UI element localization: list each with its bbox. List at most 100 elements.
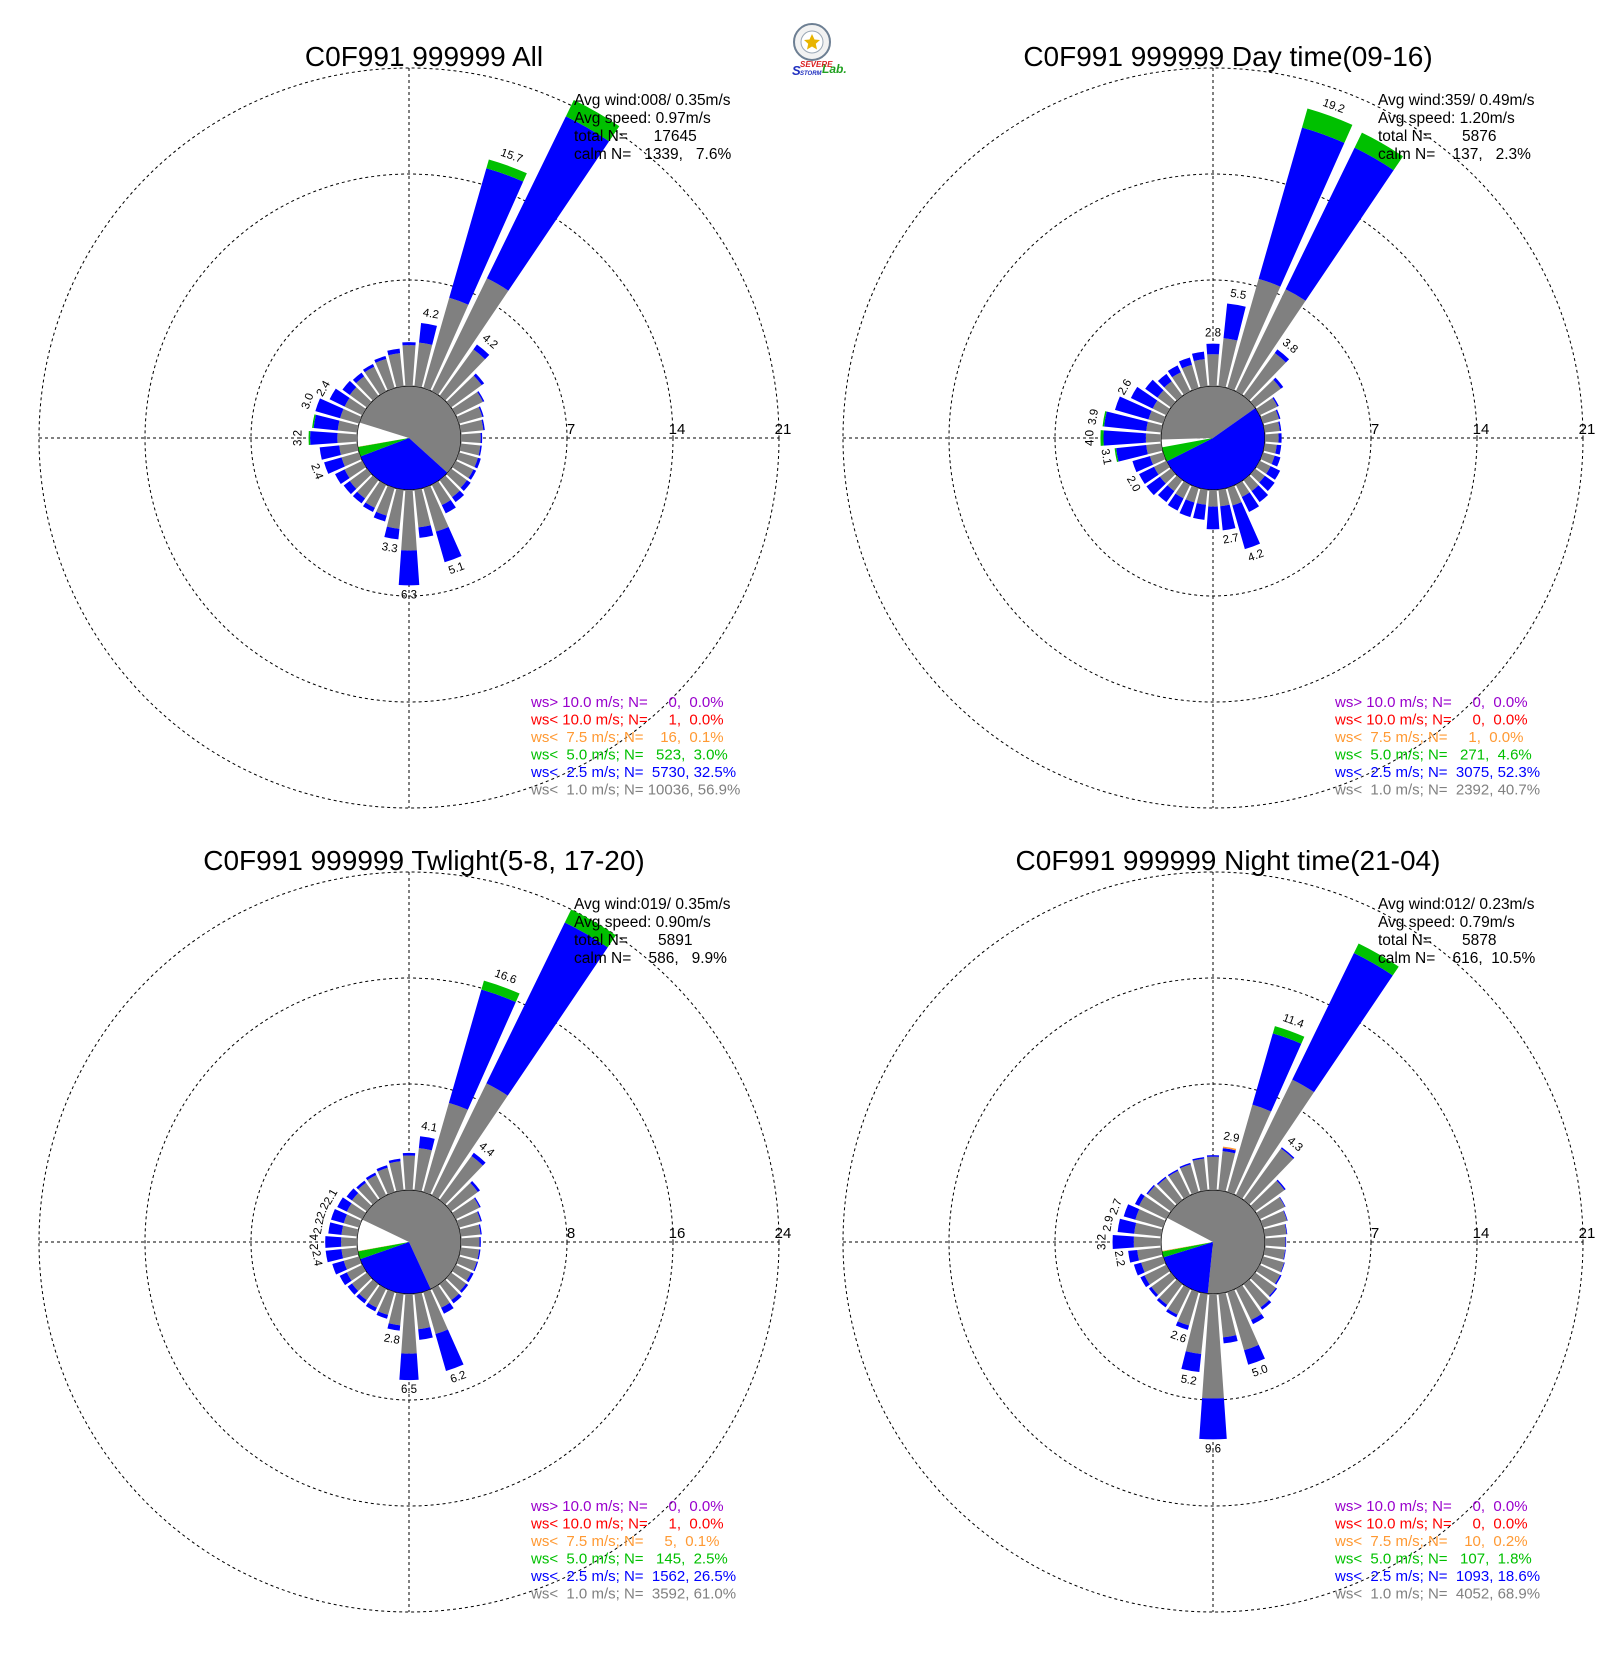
bar-segment-gray bbox=[1139, 1195, 1170, 1220]
bar-segment-blue bbox=[466, 1272, 474, 1283]
bar-segment-gray bbox=[1133, 1236, 1162, 1248]
bar-segment-gray bbox=[1164, 381, 1183, 401]
bar-value-label: 3.3 bbox=[381, 541, 399, 556]
bar-segment-green bbox=[565, 100, 620, 142]
bar-segment-gray bbox=[1256, 1197, 1285, 1220]
bar-segment-gray bbox=[378, 1289, 395, 1315]
ring-tick-label: 21 bbox=[1579, 421, 1596, 438]
legend-entry-gt10: ws> 10.0 m/s; N= 0, 0.0% bbox=[530, 694, 724, 711]
center-pie-slice bbox=[1161, 1242, 1213, 1252]
bar-segment-gray bbox=[1235, 289, 1306, 395]
bar-segment-gray bbox=[1159, 1279, 1183, 1305]
bar-segment-green bbox=[1100, 430, 1104, 446]
bar-value-label: 16.6 bbox=[493, 968, 518, 987]
bar-segment-blue bbox=[479, 1236, 481, 1248]
legend-entry-lt5: ws< 5.0 m/s; N= 523, 3.0% bbox=[530, 747, 728, 764]
bar-segment-blue bbox=[1123, 1204, 1140, 1220]
bar-segment-gray bbox=[401, 489, 417, 551]
bar-value-label: 5.2 bbox=[1180, 1373, 1198, 1388]
center-pie-slice bbox=[1161, 438, 1213, 448]
bar-segment-blue bbox=[441, 1302, 454, 1314]
bar-segment-gray bbox=[423, 485, 449, 532]
bar-segment-gray bbox=[460, 433, 481, 443]
bar-segment-gray bbox=[1235, 1079, 1315, 1199]
info-avg-speed: Avg speed: 0.79m/s bbox=[1378, 914, 1515, 931]
bar-segment-blue bbox=[374, 355, 387, 363]
bar-segment-blue bbox=[365, 1302, 377, 1312]
grid-ring bbox=[948, 977, 1478, 1507]
bar-segment-gray bbox=[341, 1247, 359, 1259]
bar-segment-gray bbox=[1196, 488, 1208, 505]
bar-value-label: 3.8 bbox=[1280, 337, 1300, 356]
bar-segment-gray bbox=[343, 1214, 362, 1228]
bar-segment-blue bbox=[1275, 444, 1282, 455]
grid-ring bbox=[250, 1083, 568, 1401]
logo-s-letter: S bbox=[792, 63, 801, 78]
bar-segment-gray bbox=[376, 485, 395, 516]
grid-ring bbox=[144, 977, 674, 1507]
bar-segment-blue bbox=[1251, 1313, 1265, 1325]
bar-segment-blue bbox=[343, 481, 357, 495]
bar-segment-gray bbox=[1218, 1151, 1236, 1192]
bar-value-label: 3.0 bbox=[300, 392, 317, 411]
bar-segment-gray bbox=[1175, 481, 1191, 499]
bar-value-label: 2.8 bbox=[1205, 328, 1221, 340]
bar-segment-gray bbox=[1146, 443, 1163, 455]
bar-segment-green bbox=[308, 430, 311, 446]
bar-segment-blue bbox=[1271, 455, 1281, 467]
bar-segment-blue bbox=[1283, 1210, 1288, 1221]
bar-segment-gray bbox=[1256, 1264, 1281, 1284]
bar-segment-gray bbox=[414, 342, 433, 388]
ring-tick-label: 16 bbox=[669, 1225, 686, 1242]
bar-segment-gray bbox=[402, 1155, 416, 1191]
bar-segment-gray bbox=[344, 460, 366, 479]
bar-segment-gray bbox=[343, 1256, 362, 1270]
bar-segment-blue bbox=[1156, 1297, 1168, 1308]
bar-segment-gray bbox=[431, 1285, 450, 1308]
ring-tick-label: 7 bbox=[1371, 1225, 1379, 1242]
bar-segment-gray bbox=[1235, 481, 1250, 497]
bar-segment-blue bbox=[419, 323, 437, 345]
bar-segment-green bbox=[486, 159, 527, 182]
bar-segment-blue bbox=[1112, 1234, 1134, 1250]
bar-segment-blue bbox=[328, 1222, 344, 1235]
center-pie-slice bbox=[359, 385, 462, 473]
bar-segment-blue bbox=[1244, 1344, 1265, 1365]
grid-ring bbox=[38, 871, 780, 1613]
bar-segment-gray bbox=[389, 1161, 404, 1192]
bar-value-label: 2.6 bbox=[1169, 1329, 1188, 1346]
bar-value-label: 5.5 bbox=[1229, 288, 1247, 303]
bar-segment-gray bbox=[1148, 410, 1166, 424]
bar-segment-blue bbox=[1280, 1262, 1285, 1273]
bar-segment-gray bbox=[1227, 1289, 1259, 1351]
legend-entry-lt2-5: ws< 2.5 m/s; N= 1562, 26.5% bbox=[530, 1568, 736, 1585]
legend-entry-lt5: ws< 5.0 m/s; N= 145, 2.5% bbox=[530, 1551, 728, 1568]
bar-segment-blue bbox=[310, 431, 338, 445]
bar-segment-blue bbox=[477, 1211, 482, 1222]
bar-segment-blue bbox=[1274, 1274, 1282, 1285]
bar-segment-gray bbox=[1260, 452, 1275, 465]
center-pie-slice bbox=[1166, 408, 1266, 491]
bar-segment-blue bbox=[1266, 466, 1281, 480]
wind-rose-panel-4: C0F991 999999 Night time(21-04) 7 14 21 2.9 1… bbox=[842, 845, 1595, 1613]
legend-entry-lt1: ws< 1.0 m/s; N= 2392, 40.7% bbox=[1334, 782, 1540, 799]
legend-entry-lt1: ws< 1.0 m/s; N= 3592, 61.0% bbox=[530, 1586, 736, 1603]
bar-segment-gray bbox=[446, 1182, 478, 1212]
bar-segment-gray bbox=[341, 452, 362, 467]
bar-segment-green bbox=[1354, 132, 1403, 171]
bar-segment-blue bbox=[1241, 492, 1260, 512]
bar-segment-gray bbox=[1134, 1222, 1163, 1237]
grid-ring bbox=[250, 279, 568, 597]
bar-segment-gray bbox=[1185, 1292, 1208, 1354]
bar-segment-blue bbox=[1178, 357, 1192, 369]
bar-segment-blue bbox=[402, 1152, 416, 1156]
bar-segment-blue bbox=[1275, 409, 1281, 420]
bar-segment-blue bbox=[325, 1236, 342, 1248]
severe-storm-lab-logo: SEVERE STORM S Lab. bbox=[792, 23, 847, 78]
bar-segment-blue bbox=[1146, 1184, 1155, 1195]
bar-segment-blue bbox=[474, 1197, 481, 1208]
legend-entry-lt2-5: ws< 2.5 m/s; N= 1093, 18.6% bbox=[1334, 1568, 1540, 1585]
bar-segment-blue bbox=[356, 1293, 367, 1304]
bar-segment-blue bbox=[1181, 1351, 1202, 1373]
